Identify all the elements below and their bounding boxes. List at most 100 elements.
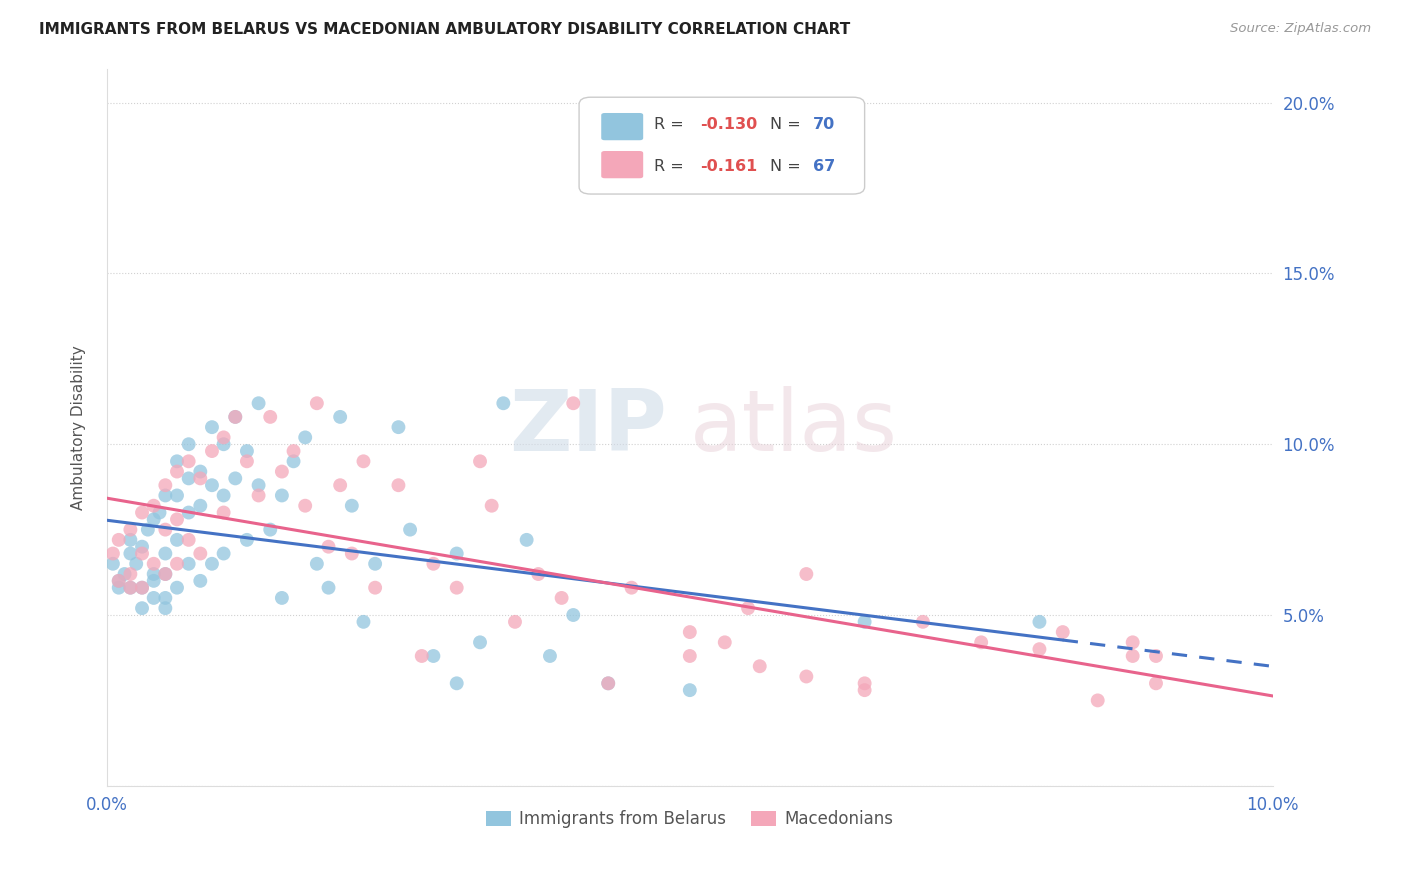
Point [853, 683, 876, 698]
Point [120, 533, 142, 547]
Point [131, 540, 153, 554]
Point [364, 557, 387, 571]
Point [188, 471, 211, 485]
Point [1144, 676, 1167, 690]
Point [212, 437, 235, 451]
Point [188, 574, 211, 588]
Point [155, 523, 177, 537]
Text: atlas: atlas [690, 385, 898, 468]
Point [796, 669, 818, 683]
Point [120, 523, 142, 537]
Point [188, 547, 211, 561]
Point [562, 396, 585, 410]
Point [387, 420, 409, 434]
Point [166, 512, 188, 526]
Y-axis label: Ambulatory Disability: Ambulatory Disability [72, 345, 86, 509]
Point [188, 465, 211, 479]
Point [120, 547, 142, 561]
Text: -0.161: -0.161 [700, 160, 758, 174]
Point [101, 557, 124, 571]
Point [468, 454, 491, 468]
Point [107, 533, 129, 547]
Point [340, 499, 363, 513]
Point [142, 499, 165, 513]
Point [422, 648, 444, 663]
Point [399, 523, 422, 537]
Point [125, 557, 148, 571]
Point [538, 648, 561, 663]
Point [142, 512, 165, 526]
Point [713, 635, 735, 649]
Point [1028, 615, 1050, 629]
Text: R =: R = [654, 117, 689, 132]
Point [411, 648, 433, 663]
Point [318, 540, 340, 554]
Text: IMMIGRANTS FROM BELARUS VS MACEDONIAN AMBULATORY DISABILITY CORRELATION CHART: IMMIGRANTS FROM BELARUS VS MACEDONIAN AM… [39, 22, 851, 37]
Point [107, 574, 129, 588]
Point [131, 601, 153, 615]
Point [166, 488, 188, 502]
Point [1028, 642, 1050, 657]
Point [155, 601, 177, 615]
Point [142, 557, 165, 571]
Point [970, 635, 993, 649]
FancyBboxPatch shape [602, 113, 643, 140]
Legend: Immigrants from Belarus, Macedonians: Immigrants from Belarus, Macedonians [479, 804, 900, 835]
Text: -0.130: -0.130 [700, 117, 758, 132]
Text: N =: N = [770, 117, 806, 132]
Text: N =: N = [770, 160, 806, 174]
Point [340, 547, 363, 561]
Point [387, 478, 409, 492]
Point [329, 478, 352, 492]
Point [155, 478, 177, 492]
Point [212, 488, 235, 502]
Point [114, 567, 136, 582]
Point [155, 567, 177, 582]
Point [224, 409, 246, 424]
Point [562, 607, 585, 622]
Point [236, 444, 259, 458]
Point [492, 396, 515, 410]
Point [201, 478, 224, 492]
Point [131, 581, 153, 595]
Point [1122, 635, 1144, 649]
Point [294, 499, 316, 513]
Point [446, 547, 468, 561]
Point [1122, 648, 1144, 663]
Point [166, 533, 188, 547]
Point [212, 506, 235, 520]
Point [1087, 693, 1109, 707]
Point [353, 615, 375, 629]
Point [679, 648, 702, 663]
Point [318, 581, 340, 595]
Point [247, 488, 270, 502]
Point [446, 581, 468, 595]
Point [224, 409, 246, 424]
Point [283, 444, 305, 458]
Point [247, 478, 270, 492]
Point [177, 437, 200, 451]
Point [177, 454, 200, 468]
Point [481, 499, 503, 513]
Point [598, 676, 620, 690]
Point [131, 547, 153, 561]
Point [107, 574, 129, 588]
Text: 70: 70 [813, 117, 835, 132]
Point [177, 471, 200, 485]
Point [737, 601, 759, 615]
Point [136, 523, 159, 537]
Point [131, 581, 153, 595]
Point [247, 396, 270, 410]
Point [270, 465, 292, 479]
Point [201, 420, 224, 434]
Point [259, 409, 281, 424]
Point [212, 430, 235, 444]
Point [503, 615, 526, 629]
Point [270, 591, 292, 605]
Point [236, 454, 259, 468]
Point [259, 523, 281, 537]
Point [527, 567, 550, 582]
Point [679, 683, 702, 698]
Point [748, 659, 770, 673]
Point [131, 506, 153, 520]
